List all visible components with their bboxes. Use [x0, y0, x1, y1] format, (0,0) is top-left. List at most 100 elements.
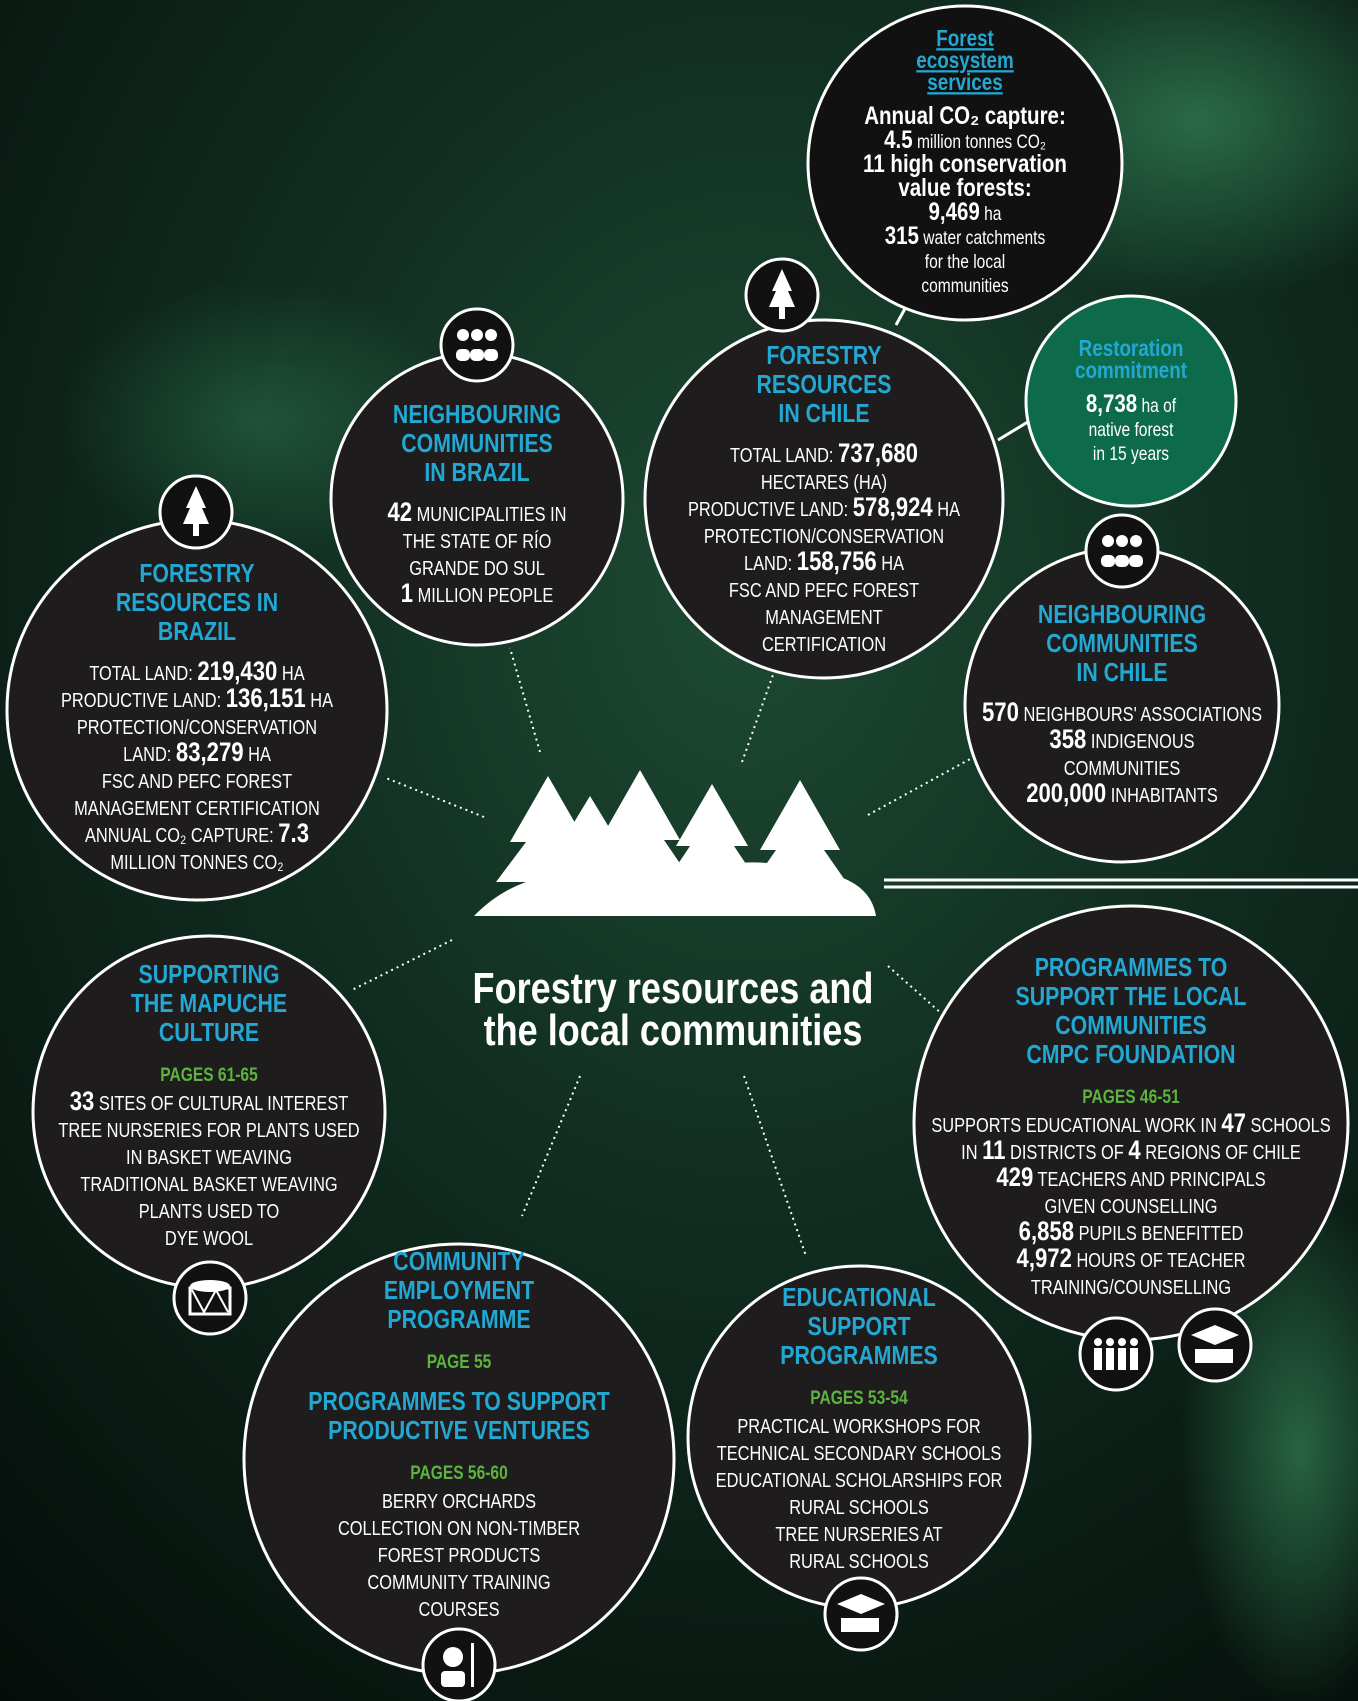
line-text: DYE WOOL — [165, 1226, 253, 1249]
icon-shape — [841, 1618, 879, 1632]
figure: 219,430 — [197, 657, 277, 687]
circle-line: RURAL SCHOOLS — [789, 1549, 929, 1572]
circle-title: SUPPORT — [807, 1312, 910, 1342]
circle-line: TREE NURSERIES FOR PLANTS USED — [58, 1118, 359, 1141]
figure: 4 — [1128, 1136, 1141, 1166]
circle-title: COMMUNITIES — [1055, 1011, 1207, 1041]
line-text: communities — [921, 275, 1009, 297]
line-text: LAND: — [744, 551, 797, 574]
circle-title: THE MAPUCHE — [131, 989, 287, 1019]
icon-shape — [190, 1280, 230, 1292]
icon — [1179, 1309, 1251, 1381]
figure: 83,279 — [176, 738, 244, 768]
circle-title: PRODUCTIVE VENTURES — [328, 1416, 590, 1446]
icon-shape — [441, 1671, 465, 1687]
icon-shape — [1130, 535, 1142, 547]
figure: 578,924 — [853, 493, 933, 523]
circle-line: PRACTICAL WORKSHOPS FOR — [737, 1414, 980, 1437]
circle-line: 33 SITES OF CULTURAL INTEREST — [70, 1087, 349, 1117]
line-text: TREE NURSERIES FOR PLANTS USED — [58, 1118, 359, 1141]
info-circle: Restorationcommitment8,738 ha ofnative f… — [1026, 296, 1236, 506]
circle-line: RURAL SCHOOLS — [789, 1495, 929, 1518]
icon-shape — [1106, 1348, 1114, 1370]
line-text: FSC AND PEFC FOREST — [729, 578, 919, 601]
figure: 6,858 — [1019, 1217, 1074, 1247]
figure: 47 — [1221, 1109, 1246, 1139]
figure: 1 — [401, 579, 414, 609]
circle-title: IN CHILE — [778, 399, 869, 429]
figure: 136,151 — [226, 684, 306, 714]
circle-line: 429 TEACHERS AND PRINCIPALS — [996, 1163, 1265, 1193]
line-text: PLANTS USED TO — [139, 1199, 279, 1222]
circle-line: COMMUNITIES — [1064, 756, 1180, 779]
circle-title: COMMUNITIES — [1046, 629, 1198, 659]
circle-line: LAND: 83,279 HA — [123, 738, 272, 768]
figure: 7.3 — [278, 819, 309, 849]
line-text: SITES OF CULTURAL INTEREST — [94, 1091, 348, 1114]
line-text: PROTECTION/CONSERVATION — [704, 524, 944, 547]
icon-shape — [1130, 1348, 1138, 1370]
line-text: PRODUCTIVE LAND: — [61, 688, 226, 711]
line-text: INDIGENOUS — [1086, 729, 1194, 752]
circle-line: 358 INDIGENOUS — [1049, 725, 1194, 755]
circle-title: services — [927, 70, 1002, 95]
circle-line: in 15 years — [1093, 443, 1169, 465]
line-text: FOREST PRODUCTS — [378, 1543, 541, 1566]
line-text: MILLION PEOPLE — [413, 583, 553, 606]
line-text: MANAGEMENT CERTIFICATION — [74, 796, 320, 819]
line-text: NEIGHBOURS' ASSOCIATIONS — [1019, 702, 1262, 725]
info-circle: PROGRAMMES TOSUPPORT THE LOCALCOMMUNITIE… — [914, 906, 1348, 1340]
icon-shape — [1094, 1348, 1102, 1370]
icon-shape — [1106, 1338, 1114, 1346]
circle-title: IN CHILE — [1076, 658, 1167, 688]
circle-title: CULTURE — [159, 1018, 259, 1048]
line-text: in 15 years — [1093, 443, 1169, 465]
circle-line: THE STATE OF RÍO — [403, 529, 552, 552]
circle-line: IN BASKET WEAVING — [126, 1145, 292, 1168]
figure: 11 — [982, 1136, 1006, 1166]
line-text: COMMUNITIES — [1064, 756, 1180, 779]
icon — [160, 476, 232, 548]
circle-title: COMMUNITY — [393, 1247, 525, 1277]
line-text: water catchments — [919, 227, 1046, 249]
figure: 200,000 — [1026, 779, 1106, 809]
circle-line: COURSES — [418, 1597, 499, 1620]
circle-title: BRAZIL — [158, 617, 236, 647]
icon — [441, 309, 513, 381]
line-text: SUPPORTS EDUCATIONAL WORK IN — [931, 1113, 1221, 1136]
circle-line: GIVEN COUNSELLING — [1045, 1194, 1218, 1217]
line-text: native forest — [1089, 419, 1174, 441]
icon-shape — [1130, 1338, 1138, 1346]
circle-pages: PAGES 53-54 — [810, 1387, 908, 1409]
line-text: HA — [933, 497, 961, 520]
page: ForestecosystemservicesAnnual CO₂ captur… — [0, 0, 1358, 1701]
line-text: GIVEN COUNSELLING — [1045, 1194, 1218, 1217]
icon — [1080, 1318, 1152, 1390]
circle-line: TRAINING/COUNSELLING — [1031, 1275, 1231, 1298]
line-text: TEACHERS AND PRINCIPALS — [1033, 1167, 1265, 1190]
circle-line: ANNUAL CO₂ CAPTURE: 7.3 — [85, 819, 309, 849]
icon-shape — [1118, 1348, 1126, 1370]
circle-line: TOTAL LAND: 737,680 — [730, 439, 918, 469]
circle-line: communities — [921, 275, 1009, 297]
icon — [825, 1578, 897, 1650]
circle-title: commitment — [1075, 358, 1187, 383]
line-text: COLLECTION ON NON-TIMBER — [338, 1516, 580, 1539]
icon — [423, 1629, 495, 1701]
figure: 429 — [996, 1163, 1033, 1193]
line-text: BERRY ORCHARDS — [382, 1489, 536, 1512]
icon-bg — [174, 1262, 246, 1334]
circle-line: TREE NURSERIES AT — [775, 1522, 942, 1545]
circle-line: MANAGEMENT CERTIFICATION — [74, 796, 320, 819]
circle-line: TRADITIONAL BASKET WEAVING — [80, 1172, 337, 1195]
figure: 315 — [885, 221, 919, 249]
circle-line: GRANDE DO SUL — [409, 556, 545, 579]
line-text: THE STATE OF RÍO — [403, 529, 552, 552]
line-text: for the local — [925, 251, 1005, 273]
circle-pages: PAGES 56-60 — [410, 1462, 507, 1484]
icon-shape — [1101, 555, 1115, 567]
